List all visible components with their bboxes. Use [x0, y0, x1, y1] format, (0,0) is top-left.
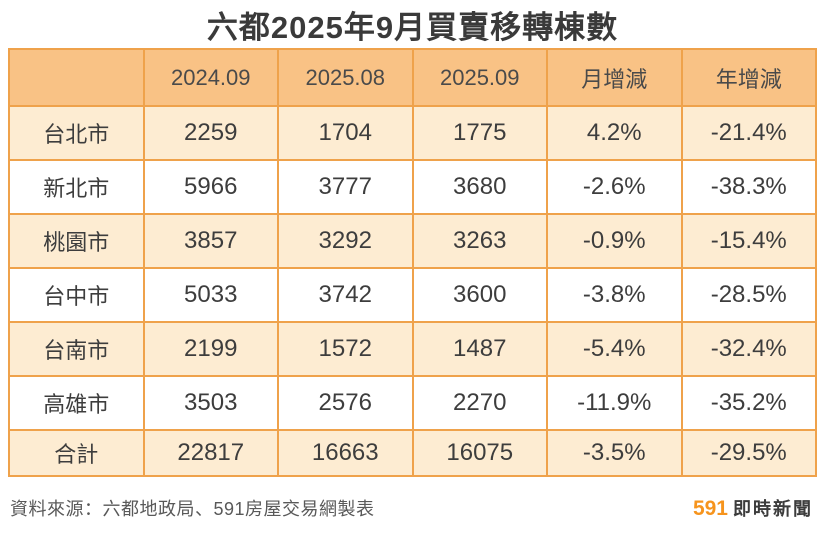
table-row-total: 合計 22817 16663 16075 -3.5% -29.5% [8, 429, 817, 477]
value-cell: 2259 [142, 105, 279, 161]
mom-cell: -2.6% [546, 159, 683, 215]
total-label-cell: 合計 [8, 429, 145, 477]
total-mom-cell: -3.5% [546, 429, 683, 477]
transfer-data-table: 2024.09 2025.08 2025.09 月增減 年增減 台北市 2259… [8, 48, 817, 477]
value-cell: 3680 [411, 159, 548, 215]
header-cell-yoy: 年增減 [680, 48, 817, 107]
brand-logo: 591 即時新聞 [693, 495, 813, 521]
mom-cell: 4.2% [546, 105, 683, 161]
value-cell: 1572 [277, 321, 414, 377]
table-row-tainan: 台南市 2199 1572 1487 -5.4% -32.4% [8, 321, 817, 377]
total-value-cell: 22817 [142, 429, 279, 477]
mom-cell: -0.9% [546, 213, 683, 269]
header-cell-2024-09: 2024.09 [142, 48, 279, 107]
mom-cell: -3.8% [546, 267, 683, 323]
footer: 資料來源：六都地政局、591房屋交易網製表 591 即時新聞 [0, 477, 825, 538]
total-yoy-cell: -29.5% [680, 429, 817, 477]
brand-news-label: 即時新聞 [733, 498, 813, 519]
value-cell: 1487 [411, 321, 548, 377]
value-cell: 5966 [142, 159, 279, 215]
header-cell-2025-08: 2025.08 [277, 48, 414, 107]
city-cell: 台南市 [8, 321, 145, 377]
city-cell: 台北市 [8, 105, 145, 161]
city-cell: 桃園市 [8, 213, 145, 269]
value-cell: 3292 [277, 213, 414, 269]
header-cell-city [8, 48, 145, 107]
value-cell: 3263 [411, 213, 548, 269]
value-cell: 2199 [142, 321, 279, 377]
header-cell-mom: 月增減 [546, 48, 683, 107]
yoy-cell: -15.4% [680, 213, 817, 269]
value-cell: 2576 [277, 375, 414, 431]
table-row-kaohsiung: 高雄市 3503 2576 2270 -11.9% -35.2% [8, 375, 817, 431]
table-row-taipei: 台北市 2259 1704 1775 4.2% -21.4% [8, 105, 817, 161]
mom-cell: -5.4% [546, 321, 683, 377]
value-cell: 1704 [277, 105, 414, 161]
yoy-cell: -28.5% [680, 267, 817, 323]
yoy-cell: -32.4% [680, 321, 817, 377]
mom-cell: -11.9% [546, 375, 683, 431]
value-cell: 5033 [142, 267, 279, 323]
yoy-cell: -35.2% [680, 375, 817, 431]
value-cell: 2270 [411, 375, 548, 431]
header-cell-2025-09: 2025.09 [411, 48, 548, 107]
city-cell: 台中市 [8, 267, 145, 323]
yoy-cell: -38.3% [680, 159, 817, 215]
city-cell: 高雄市 [8, 375, 145, 431]
yoy-cell: -21.4% [680, 105, 817, 161]
total-value-cell: 16663 [277, 429, 414, 477]
value-cell: 3503 [142, 375, 279, 431]
table-row-newtaipei: 新北市 5966 3777 3680 -2.6% -38.3% [8, 159, 817, 215]
value-cell: 3600 [411, 267, 548, 323]
header-row: 2024.09 2025.08 2025.09 月增減 年增減 [8, 48, 817, 107]
city-cell: 新北市 [8, 159, 145, 215]
value-cell: 3742 [277, 267, 414, 323]
value-cell: 1775 [411, 105, 548, 161]
brand-591: 591 [692, 496, 728, 520]
table-row-taichung: 台中市 5033 3742 3600 -3.8% -28.5% [8, 267, 817, 323]
page-title: 六都2025年9月買賣移轉棟數 [206, 9, 619, 45]
table-row-taoyuan: 桃園市 3857 3292 3263 -0.9% -15.4% [8, 213, 817, 269]
value-cell: 3857 [142, 213, 279, 269]
source-note: 資料來源：六都地政局、591房屋交易網製表 [10, 498, 375, 519]
value-cell: 3777 [277, 159, 414, 215]
data-table-wrapper: 2024.09 2025.08 2025.09 月增減 年增減 台北市 2259… [8, 48, 817, 477]
total-value-cell: 16075 [411, 429, 548, 477]
